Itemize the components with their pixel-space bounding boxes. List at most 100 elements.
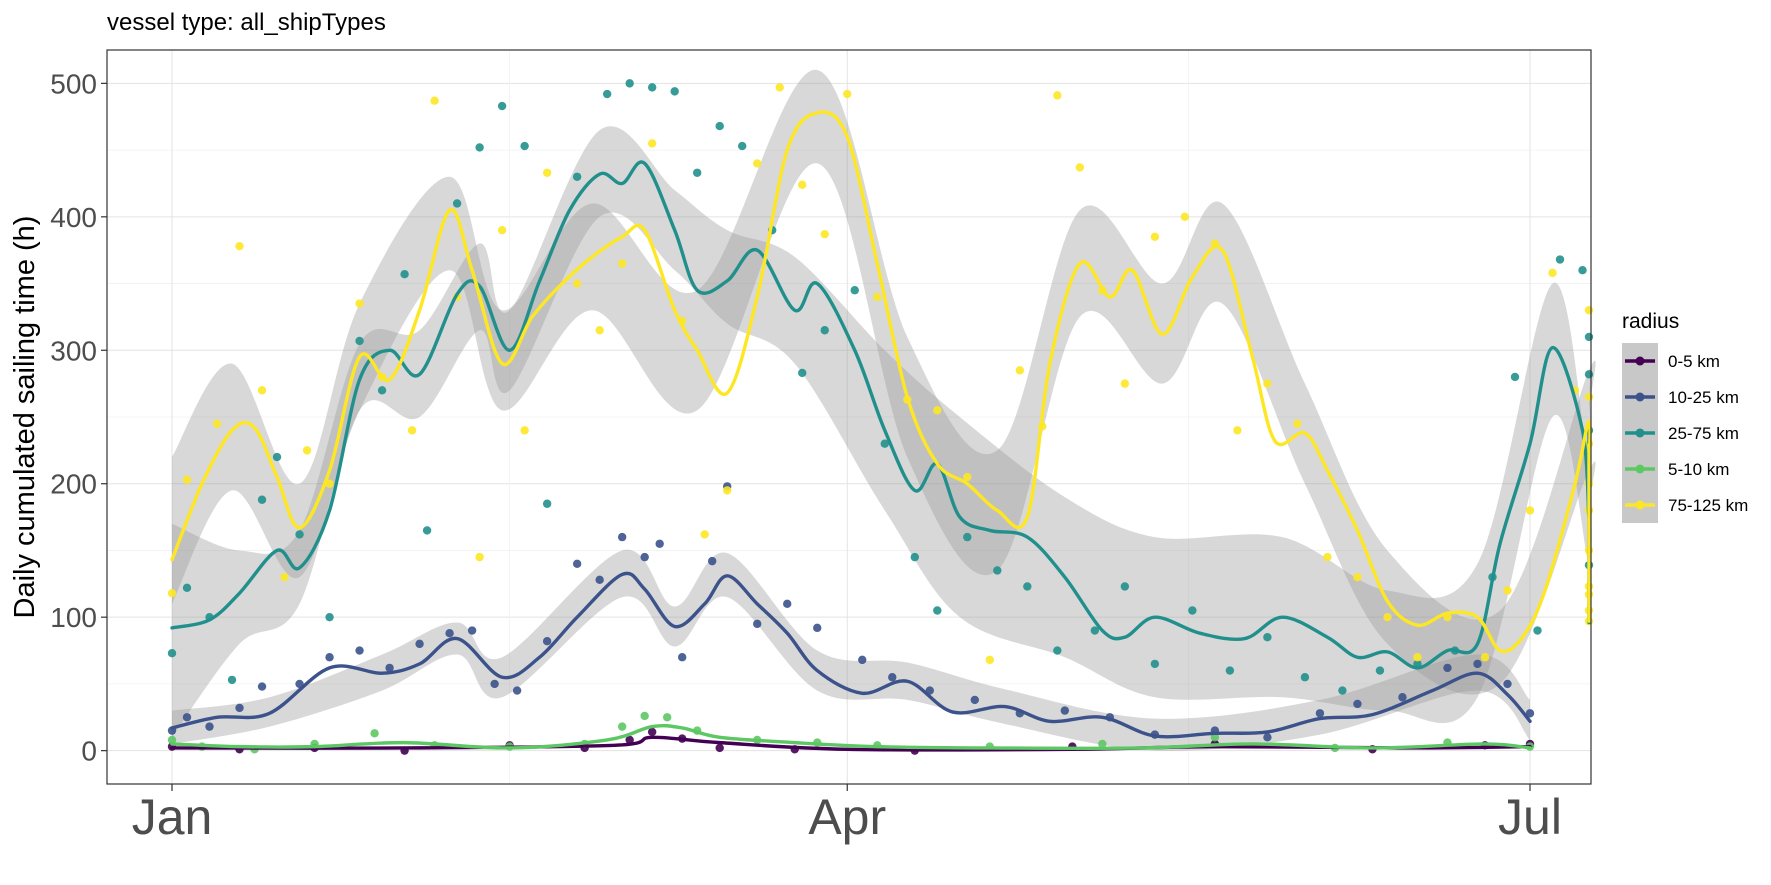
smooth-line-5-10 km	[170, 723, 1532, 751]
data-point-75-125 km	[647, 139, 657, 148]
data-point-75-125 km	[235, 241, 244, 251]
confidence-band-75-125 km	[172, 69, 1596, 695]
grid-lines	[107, 50, 1591, 784]
confidence-band-10-25 km	[172, 549, 1530, 751]
data-point-5-10 km	[1098, 739, 1107, 749]
data-point-10-25 km	[1263, 733, 1272, 742]
data-point-25-75 km	[520, 141, 529, 151]
data-point-25-75 km	[798, 368, 807, 378]
data-point-75-125 km	[617, 259, 627, 268]
data-point-10-25 km	[1398, 693, 1407, 702]
data-point-75-125 km	[820, 229, 829, 239]
data-point-5-10 km	[1210, 733, 1220, 742]
data-point-25-75 km	[475, 143, 484, 152]
data-point-75-125 km	[1383, 612, 1392, 622]
data-point-75-125 km	[430, 96, 439, 105]
data-point-75-125 km	[302, 446, 312, 455]
data-point-10-25 km	[445, 628, 454, 638]
legend-dot-5-10 km	[1635, 464, 1645, 474]
data-point-25-75 km	[602, 89, 612, 99]
data-point-10-25 km	[415, 639, 424, 649]
legend-label: 75-125 km	[1668, 496, 1748, 515]
y-tick-label: 300	[50, 335, 97, 366]
data-point-25-75 km	[850, 286, 859, 295]
data-point-25-75 km	[880, 439, 889, 448]
data-point-25-75 km	[227, 675, 237, 685]
data-point-25-75 km	[625, 79, 634, 88]
data-point-10-25 km	[813, 623, 822, 633]
legend-label: 0-5 km	[1668, 352, 1720, 371]
data-point-10-25 km	[858, 655, 867, 665]
legend-dot-0-5 km	[1635, 356, 1645, 366]
data-point-10-25 km	[677, 653, 687, 662]
data-point-10-25 km	[1353, 699, 1362, 709]
data-point-25-75 km	[1533, 626, 1542, 635]
x-tick-label: Apr	[808, 789, 886, 845]
data-point-10-25 km	[1060, 706, 1070, 715]
data-point-0-5 km	[625, 735, 634, 745]
data-point-75-125 km	[798, 180, 807, 189]
data-point-10-25 km	[512, 686, 522, 695]
data-point-75-125 km	[572, 279, 582, 288]
data-point-5-10 km	[370, 729, 379, 738]
data-point-10-25 km	[355, 646, 364, 655]
data-point-25-75 km	[452, 199, 462, 208]
data-point-75-125 km	[182, 475, 192, 484]
legend-label: 25-75 km	[1668, 424, 1739, 443]
y-tick-label: 100	[50, 602, 97, 633]
legend-dot-25-75 km	[1635, 428, 1645, 438]
data-point-25-75 km	[670, 87, 679, 96]
legend-dot-10-25 km	[1635, 392, 1645, 402]
data-point-75-125 km	[212, 419, 222, 428]
smooth-line-10-25 km	[170, 571, 1532, 739]
legend: radius 0-5 km 10-25 km 25-75 km 5-10 km 75-1…	[1622, 310, 1748, 523]
data-point-25-75 km	[182, 583, 192, 593]
data-point-25-75 km	[542, 499, 552, 508]
data-point-10-25 km	[753, 619, 762, 629]
data-point-25-75 km	[1120, 582, 1130, 591]
data-point-10-25 km	[1473, 659, 1482, 669]
legend-title: radius	[1622, 310, 1679, 333]
data-point-25-75 km	[692, 168, 702, 177]
data-point-10-25 km	[542, 637, 552, 646]
data-point-75-125 km	[1015, 366, 1025, 375]
data-point-75-125 km	[1180, 212, 1190, 222]
data-point-10-25 km	[707, 556, 717, 566]
data-point-10-25 km	[617, 532, 627, 542]
x-tick-label: Jul	[1498, 789, 1562, 845]
data-point-75-125 km	[257, 386, 267, 395]
legend-label: 10-25 km	[1668, 388, 1739, 407]
data-point-10-25 km	[572, 559, 582, 568]
data-point-10-25 km	[1315, 709, 1325, 718]
data-point-75-125 km	[1293, 419, 1302, 428]
data-point-25-75 km	[1578, 266, 1587, 275]
data-point-10-25 km	[970, 695, 979, 705]
data-point-25-75 km	[497, 101, 507, 111]
data-point-25-75 km	[1338, 686, 1347, 695]
data-point-75-125 km	[1233, 426, 1242, 435]
data-point-25-75 km	[738, 141, 747, 151]
data-point-10-25 km	[257, 682, 267, 691]
data-point-25-75 km	[1053, 646, 1062, 655]
data-point-25-75 km	[1263, 633, 1272, 642]
smooth-lines	[170, 110, 1592, 752]
data-point-75-125 km	[843, 89, 852, 99]
data-point-75-125 km	[280, 572, 289, 582]
data-point-25-75 km	[647, 83, 657, 92]
data-point-25-75 km	[1188, 606, 1197, 615]
x-tick-label: Jan	[132, 789, 213, 845]
data-point-10-25 km	[640, 552, 649, 562]
chart-title: vessel type: all_shipTypes	[107, 9, 386, 36]
data-point-25-75 km	[1225, 666, 1235, 675]
data-point-25-75 km	[1150, 659, 1160, 669]
data-point-75-125 km	[1263, 379, 1272, 388]
data-point-25-75 km	[820, 326, 829, 335]
data-point-75-125 km	[167, 588, 177, 598]
data-point-25-75 km	[422, 526, 432, 535]
data-point-10-25 km	[655, 539, 664, 548]
y-axis-label: Daily cumulated sailing time (h)	[9, 216, 41, 619]
data-point-25-75 km	[167, 649, 177, 658]
data-point-75-125 km	[407, 426, 417, 435]
data-point-5-10 km	[167, 735, 177, 745]
data-point-25-75 km	[933, 606, 942, 615]
